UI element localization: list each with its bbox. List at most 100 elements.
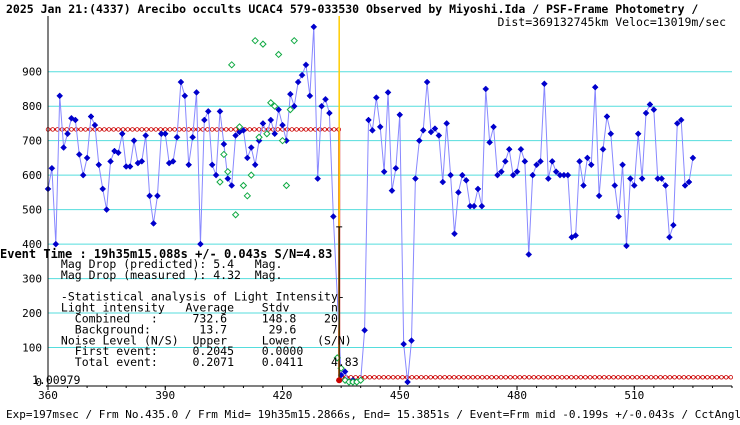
observed-point xyxy=(240,126,247,134)
observed-point xyxy=(388,187,396,195)
y-tick-label: 400 xyxy=(22,238,42,251)
event-point xyxy=(336,377,343,384)
observed-point xyxy=(138,157,146,165)
observed-point xyxy=(673,120,681,127)
estimated-point xyxy=(231,211,240,219)
model-lower-marker xyxy=(597,375,602,380)
model-upper-marker xyxy=(275,127,281,132)
model-lower-marker xyxy=(620,375,626,380)
observed-point xyxy=(247,144,255,151)
observed-point xyxy=(455,189,462,196)
observed-point xyxy=(482,85,490,93)
observed-point xyxy=(177,78,185,86)
model-upper-marker xyxy=(167,127,173,132)
model-lower-marker xyxy=(503,375,508,380)
model-lower-marker xyxy=(545,375,551,380)
observed-point xyxy=(505,145,513,153)
observed-point xyxy=(521,157,529,165)
observed-point xyxy=(181,92,189,100)
model-upper-marker xyxy=(256,127,262,132)
observed-point xyxy=(95,161,103,169)
grid-lines xyxy=(48,71,732,349)
info-line: First event: 0.2045 0.0000 xyxy=(54,344,303,358)
model-lower-marker xyxy=(658,375,663,380)
model-lower-marker xyxy=(470,375,476,380)
observed-point xyxy=(329,213,337,220)
observed-point xyxy=(580,182,587,189)
observed-point xyxy=(576,157,583,165)
model-lower-marker xyxy=(362,375,368,380)
estimated-point xyxy=(274,50,283,59)
observed-point xyxy=(627,175,634,182)
observed-point xyxy=(72,116,79,124)
observed-point xyxy=(494,171,501,179)
model-upper-marker xyxy=(83,127,88,132)
observed-point xyxy=(314,175,322,182)
observed-point xyxy=(224,175,232,182)
observed-point xyxy=(435,132,443,139)
observed-point xyxy=(204,108,212,115)
observed-point xyxy=(107,157,114,165)
observed-point xyxy=(150,220,157,227)
y-tick-label: 900 xyxy=(22,66,42,79)
model-lower-marker xyxy=(475,375,480,380)
observed-point xyxy=(361,326,368,334)
model-upper-marker xyxy=(322,127,327,132)
observed-point xyxy=(232,132,239,139)
observed-point xyxy=(451,230,458,238)
observed-point xyxy=(212,171,220,179)
model-lower-marker xyxy=(451,375,457,380)
observed-point xyxy=(302,61,310,69)
observed-point xyxy=(384,89,392,96)
statistics-box: Mag Drop (predicted): 5.4 Mag. Mag Drop … xyxy=(54,257,359,369)
model-lower-marker xyxy=(414,375,419,380)
estimated-point xyxy=(267,99,275,107)
model-lower-marker xyxy=(456,375,461,380)
x-tick-label: 420 xyxy=(273,389,293,402)
model-upper-marker xyxy=(69,127,74,132)
model-lower-marker xyxy=(611,375,616,380)
info-line: Light intensity Average Stdv n xyxy=(54,301,338,315)
observed-point xyxy=(529,171,537,179)
model-lower-marker xyxy=(512,375,518,380)
observed-point xyxy=(603,113,611,120)
observed-point xyxy=(56,92,64,100)
observed-point xyxy=(306,92,314,100)
observed-point xyxy=(380,168,388,176)
model-lower-marker xyxy=(409,375,415,380)
observed-point xyxy=(666,233,673,241)
observed-point xyxy=(650,106,658,113)
model-lower-marker xyxy=(522,375,527,380)
model-lower-marker xyxy=(691,375,696,380)
model-upper-marker xyxy=(294,127,299,132)
model-lower-marker xyxy=(639,375,644,380)
x-tick-label: 360 xyxy=(38,389,58,402)
observed-point xyxy=(443,120,451,127)
observed-point xyxy=(548,157,556,165)
model-upper-marker xyxy=(186,127,191,132)
observed-point xyxy=(103,206,110,213)
observed-point xyxy=(259,120,267,127)
observed-point xyxy=(630,182,638,189)
model-lower-marker xyxy=(601,375,607,380)
observed-point xyxy=(470,202,478,210)
model-lower-marker xyxy=(536,375,541,380)
model-upper-marker xyxy=(153,127,159,132)
model-upper-marker xyxy=(214,127,220,132)
model-upper-marker xyxy=(247,127,252,132)
model-lower-marker xyxy=(419,375,424,380)
observed-point xyxy=(564,171,572,179)
model-lower-marker xyxy=(616,375,621,380)
estimated-point xyxy=(220,150,228,159)
observed-point xyxy=(517,145,525,153)
model-lower-marker xyxy=(423,375,429,380)
observed-point xyxy=(572,232,580,239)
model-lower-marker xyxy=(428,375,433,380)
observed-point xyxy=(126,163,134,170)
x-tick-label: 510 xyxy=(624,389,644,402)
y-tick-label: 0 xyxy=(35,376,42,389)
observed-point xyxy=(681,182,689,189)
model-upper-marker xyxy=(120,127,126,132)
